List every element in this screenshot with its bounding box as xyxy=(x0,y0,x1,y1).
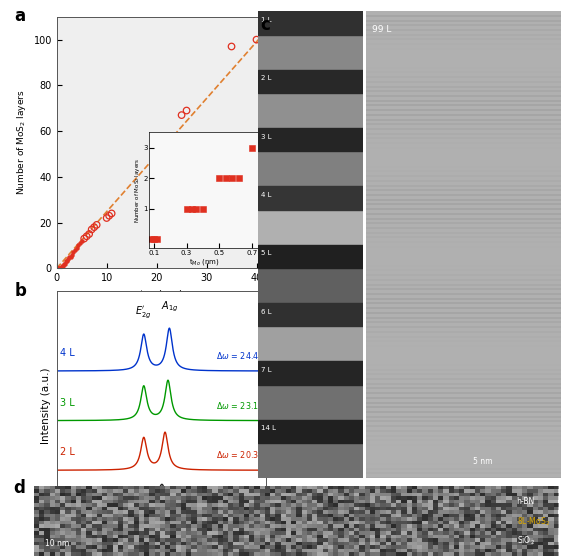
Point xyxy=(107,209,116,218)
Text: $\Delta\omega$ = 24.4 cm$^{-1}$: $\Delta\omega$ = 24.4 cm$^{-1}$ xyxy=(216,350,282,362)
Text: 2 L: 2 L xyxy=(261,75,272,81)
Bar xyxy=(258,326,363,361)
Text: $\Delta\omega$ = 23.1 cm$^{-1}$: $\Delta\omega$ = 23.1 cm$^{-1}$ xyxy=(216,399,282,412)
Point xyxy=(65,253,74,262)
Point xyxy=(58,262,67,271)
Bar xyxy=(258,151,363,186)
Bar xyxy=(258,186,363,210)
Point xyxy=(227,42,236,51)
Text: $A_{1g}$: $A_{1g}$ xyxy=(160,299,178,314)
Text: 4 L: 4 L xyxy=(60,348,75,358)
Text: 6 L: 6 L xyxy=(261,309,272,315)
Point xyxy=(69,248,78,257)
Text: 1 L: 1 L xyxy=(261,17,272,23)
Text: 10 nm: 10 nm xyxy=(44,539,69,548)
Point xyxy=(104,211,113,220)
Text: 14 L: 14 L xyxy=(261,425,276,432)
X-axis label: Raman shift (cm$^{-1}$): Raman shift (cm$^{-1}$) xyxy=(111,541,213,555)
Point xyxy=(87,225,96,234)
Point xyxy=(66,253,75,262)
Y-axis label: Number of MoS$_2$ layers: Number of MoS$_2$ layers xyxy=(15,90,28,195)
Text: b: b xyxy=(15,282,27,300)
Text: 99 L: 99 L xyxy=(371,25,391,34)
Point xyxy=(75,239,84,248)
Bar xyxy=(258,93,363,128)
Text: c: c xyxy=(260,16,270,34)
Point xyxy=(70,245,79,254)
Point xyxy=(84,230,94,239)
Point xyxy=(182,106,191,115)
Text: 3 L: 3 L xyxy=(261,134,272,140)
Point xyxy=(56,264,65,273)
Point xyxy=(77,236,86,245)
Point xyxy=(61,257,70,266)
Point xyxy=(72,243,81,252)
Text: 1 L: 1 L xyxy=(60,495,75,505)
Text: 5 L: 5 L xyxy=(261,250,272,257)
Y-axis label: Intensity (a.u.): Intensity (a.u.) xyxy=(41,367,51,443)
Bar xyxy=(258,128,363,151)
Text: 5 nm: 5 nm xyxy=(473,457,493,466)
Point xyxy=(62,257,71,266)
Bar xyxy=(258,69,363,93)
Text: 2 L: 2 L xyxy=(60,447,75,457)
Point xyxy=(60,259,69,268)
Bar xyxy=(258,11,363,35)
Text: a: a xyxy=(15,7,26,25)
Point xyxy=(74,241,83,250)
Point xyxy=(57,264,66,273)
Bar xyxy=(258,385,363,420)
Text: 4 L: 4 L xyxy=(261,192,272,198)
Text: $\Delta\omega$ = 20.3 cm$^{-1}$: $\Delta\omega$ = 20.3 cm$^{-1}$ xyxy=(216,449,282,461)
Point xyxy=(57,262,66,271)
Text: $E^{\prime}_{2g}$: $E^{\prime}_{2g}$ xyxy=(136,304,152,320)
Point xyxy=(177,111,186,120)
Point xyxy=(92,220,101,229)
Point xyxy=(54,264,64,273)
Bar xyxy=(258,420,363,443)
Point xyxy=(252,35,261,44)
Bar xyxy=(258,361,363,385)
Bar xyxy=(258,303,363,326)
Bar xyxy=(258,245,363,268)
Text: $\Delta\omega$ = 17.4 cm$^{-1}$: $\Delta\omega$ = 17.4 cm$^{-1}$ xyxy=(216,496,282,509)
Point xyxy=(102,214,111,222)
Bar xyxy=(258,35,363,69)
Text: 8L-MoS$_2$: 8L-MoS$_2$ xyxy=(517,516,549,528)
Text: 3 L: 3 L xyxy=(60,397,75,408)
Point xyxy=(59,259,68,268)
Bar xyxy=(258,443,363,478)
Text: h-BN: h-BN xyxy=(517,497,535,506)
Text: 7 L: 7 L xyxy=(261,367,272,373)
Bar xyxy=(258,210,363,245)
Point xyxy=(79,234,88,243)
Point xyxy=(63,255,72,264)
Point xyxy=(90,222,99,231)
Bar xyxy=(258,268,363,303)
Text: SiO$_2$: SiO$_2$ xyxy=(517,534,535,547)
Point xyxy=(54,264,63,273)
Text: d: d xyxy=(13,479,25,498)
Point xyxy=(82,232,91,241)
Point xyxy=(67,250,76,259)
X-axis label: t$_{Mo}$ (nm): t$_{Mo}$ (nm) xyxy=(139,289,184,302)
